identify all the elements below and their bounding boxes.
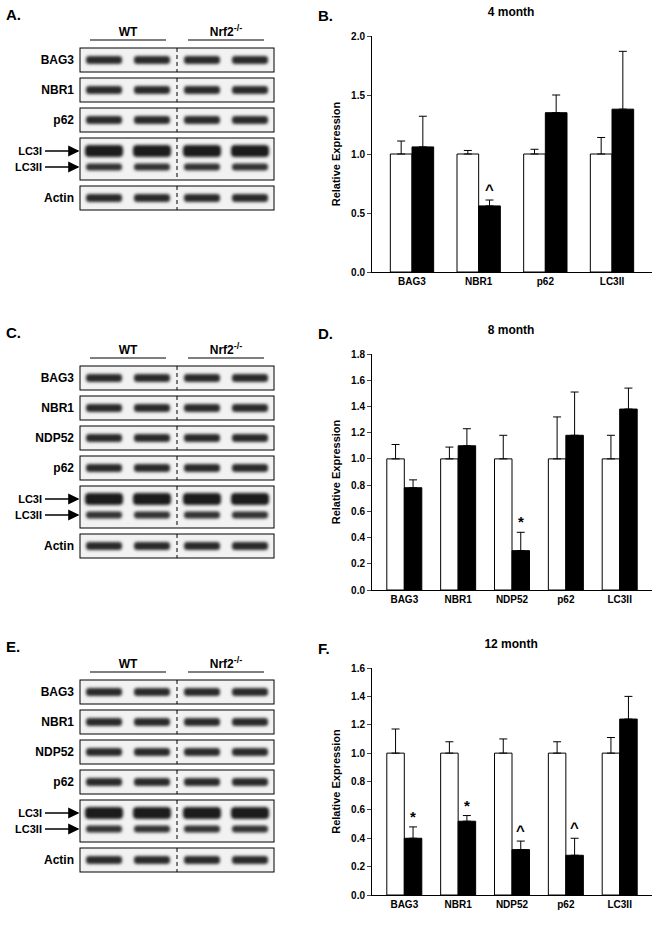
- svg-text:NBR1: NBR1: [445, 899, 473, 910]
- svg-text:LC3I: LC3I: [18, 807, 42, 819]
- svg-text:12 month: 12 month: [484, 637, 537, 651]
- svg-text:0.6: 0.6: [351, 506, 365, 517]
- svg-text:0.6: 0.6: [351, 804, 365, 815]
- svg-text:1.6: 1.6: [351, 663, 365, 674]
- svg-text:NBR1: NBR1: [41, 715, 74, 729]
- svg-text:BAG3: BAG3: [41, 53, 75, 67]
- svg-text:Relative Expression: Relative Expression: [330, 419, 342, 524]
- svg-text:BAG3: BAG3: [398, 276, 426, 287]
- svg-text:0.2: 0.2: [351, 861, 365, 872]
- svg-text:p62: p62: [537, 276, 555, 287]
- svg-text:1.4: 1.4: [351, 691, 365, 702]
- svg-text:NBR1: NBR1: [465, 276, 493, 287]
- svg-text:BAG3: BAG3: [390, 594, 418, 605]
- svg-text:^: ^: [570, 819, 579, 836]
- svg-text:WT: WT: [119, 343, 138, 357]
- svg-text:NDP52: NDP52: [496, 899, 529, 910]
- svg-text:BAG3: BAG3: [390, 899, 418, 910]
- svg-text:0.8: 0.8: [351, 776, 365, 787]
- svg-text:1.6: 1.6: [351, 375, 365, 386]
- svg-text:NDP52: NDP52: [35, 431, 74, 445]
- svg-text:p62: p62: [557, 594, 575, 605]
- svg-text:BAG3: BAG3: [41, 371, 75, 385]
- svg-text:LC3II: LC3II: [15, 161, 42, 173]
- svg-text:Relative Expression: Relative Expression: [330, 729, 342, 834]
- svg-text:1.8: 1.8: [351, 349, 365, 360]
- svg-text:8 month: 8 month: [488, 323, 535, 337]
- svg-text:Actin: Actin: [44, 853, 74, 867]
- svg-text:NBR1: NBR1: [41, 401, 74, 415]
- svg-text:Nrf2-/-: Nrf2-/-: [210, 23, 243, 39]
- svg-text:F.: F.: [318, 640, 330, 657]
- svg-text:0.8: 0.8: [351, 480, 365, 491]
- svg-text:LC3II: LC3II: [607, 899, 632, 910]
- svg-text:^: ^: [485, 181, 494, 198]
- svg-text:^: ^: [516, 822, 525, 839]
- svg-text:E.: E.: [6, 638, 20, 655]
- svg-text:LC3II: LC3II: [607, 594, 632, 605]
- svg-text:LC3I: LC3I: [18, 493, 42, 505]
- svg-text:*: *: [464, 797, 470, 814]
- svg-text:0.0: 0.0: [351, 585, 365, 596]
- svg-text:p62: p62: [53, 775, 74, 789]
- svg-text:Nrf2-/-: Nrf2-/-: [210, 341, 243, 357]
- svg-text:1.0: 1.0: [351, 453, 365, 464]
- svg-text:0.2: 0.2: [351, 558, 365, 569]
- svg-text:NDP52: NDP52: [496, 594, 529, 605]
- svg-text:WT: WT: [119, 25, 138, 39]
- svg-text:Nrf2-/-: Nrf2-/-: [210, 655, 243, 671]
- svg-text:1.0: 1.0: [351, 748, 365, 759]
- svg-text:0.0: 0.0: [351, 267, 365, 278]
- svg-text:Relative Expression: Relative Expression: [330, 101, 342, 206]
- svg-text:1.2: 1.2: [351, 719, 365, 730]
- svg-text:p62: p62: [53, 113, 74, 127]
- svg-text:0.4: 0.4: [351, 833, 365, 844]
- svg-text:1.0: 1.0: [351, 149, 365, 160]
- svg-text:NBR1: NBR1: [445, 594, 473, 605]
- svg-text:BAG3: BAG3: [41, 685, 75, 699]
- svg-text:*: *: [518, 513, 524, 530]
- svg-text:D.: D.: [318, 325, 333, 342]
- svg-text:1.2: 1.2: [351, 427, 365, 438]
- svg-text:LC3II: LC3II: [15, 823, 42, 835]
- svg-text:Actin: Actin: [44, 191, 74, 205]
- svg-text:A.: A.: [6, 6, 21, 23]
- svg-text:1.4: 1.4: [351, 401, 365, 412]
- svg-text:C.: C.: [6, 324, 21, 341]
- svg-text:LC3I: LC3I: [18, 145, 42, 157]
- svg-text:0.5: 0.5: [351, 208, 365, 219]
- svg-text:1.5: 1.5: [351, 90, 365, 101]
- svg-text:NDP52: NDP52: [35, 745, 74, 759]
- svg-text:4 month: 4 month: [488, 5, 535, 19]
- svg-text:*: *: [410, 808, 416, 825]
- svg-text:LC3II: LC3II: [15, 509, 42, 521]
- svg-text:LC3II: LC3II: [600, 276, 625, 287]
- svg-text:p62: p62: [557, 899, 575, 910]
- svg-text:2.0: 2.0: [351, 31, 365, 42]
- svg-text:Actin: Actin: [44, 539, 74, 553]
- svg-text:NBR1: NBR1: [41, 83, 74, 97]
- svg-text:WT: WT: [119, 657, 138, 671]
- svg-text:0.4: 0.4: [351, 532, 365, 543]
- svg-text:0.0: 0.0: [351, 890, 365, 901]
- svg-text:B.: B.: [318, 7, 333, 24]
- svg-text:p62: p62: [53, 461, 74, 475]
